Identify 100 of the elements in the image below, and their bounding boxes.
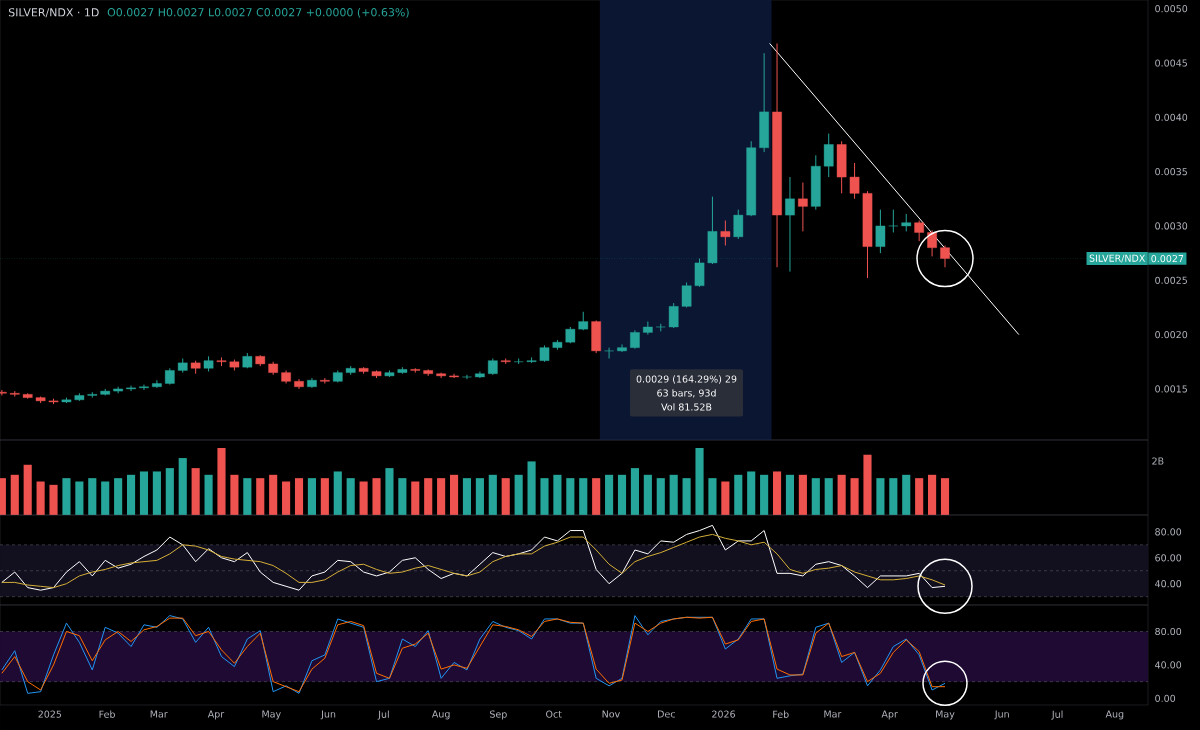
line-series	[1, 616, 946, 693]
bar	[617, 474, 627, 515]
annotation: Vol 81.52B	[661, 403, 712, 411]
y-tick-label: 40.00	[1155, 580, 1182, 588]
bar	[889, 478, 898, 515]
bar	[191, 468, 200, 515]
bar	[772, 471, 782, 515]
candlestick	[875, 209, 886, 254]
x-tick-label: Mar	[150, 710, 168, 718]
annotation: 0.0027	[1151, 254, 1184, 263]
candlestick	[681, 281, 692, 308]
bar	[669, 474, 678, 515]
bar	[424, 478, 433, 515]
bar	[294, 478, 304, 515]
bar	[798, 474, 807, 515]
candlestick	[152, 379, 162, 389]
bar	[411, 481, 420, 515]
bar	[475, 478, 484, 515]
x-tick-label: Jun	[994, 710, 1009, 720]
candlestick	[604, 347, 614, 359]
bar	[346, 478, 355, 515]
x-tick-label: Oct	[546, 710, 562, 718]
bar	[178, 458, 187, 515]
x-tick-label: Feb	[99, 710, 115, 718]
x-tick-label: Jul	[1051, 710, 1063, 720]
bar	[385, 468, 394, 515]
candlestick	[914, 220, 924, 242]
x-tick-label: May	[936, 710, 955, 720]
bar	[863, 454, 872, 515]
y-tick-label: 0.0045	[1155, 59, 1187, 67]
y-tick-label: 0.0030	[1155, 222, 1188, 230]
bar	[579, 478, 588, 515]
x-tick-label: Apr	[207, 710, 225, 720]
bar	[126, 474, 136, 515]
bar	[734, 474, 743, 515]
y-tick-label: 0.0015	[1155, 385, 1187, 393]
y-tick-label: 60.00	[1155, 554, 1182, 562]
candlestick	[630, 329, 640, 350]
bar	[333, 471, 342, 515]
candlestick	[888, 209, 899, 233]
y-tick-label: 0.0025	[1155, 276, 1187, 284]
bar	[928, 474, 937, 515]
bar	[217, 448, 226, 515]
x-tick-label: Apr	[881, 710, 898, 720]
x-tick-label: May	[262, 710, 281, 720]
x-tick-label: Jun	[320, 710, 336, 720]
bar	[256, 478, 265, 515]
text: SILVER/NDX · 1D	[8, 8, 99, 18]
x-tick-label: Feb	[773, 710, 789, 718]
candlestick	[798, 182, 808, 232]
bar	[437, 478, 446, 515]
bar	[915, 478, 924, 515]
x-tick-label: Aug	[1105, 710, 1124, 720]
bar	[566, 478, 575, 515]
bar	[721, 481, 730, 515]
y-tick-label: 80.00	[1155, 627, 1182, 636]
candlestick	[720, 220, 731, 247]
bar	[462, 478, 472, 515]
bar	[49, 484, 58, 515]
x-tick-label: Aug	[431, 710, 450, 720]
x-tick-label: Mar	[824, 710, 842, 718]
bar	[307, 478, 316, 515]
bar	[514, 474, 523, 515]
bar	[837, 474, 846, 515]
x-tick-label: Sep	[490, 710, 507, 720]
bar	[902, 474, 911, 515]
x-tick-label: Jul	[377, 710, 389, 720]
bar	[398, 478, 407, 515]
annotation: 0.0029 (164.29%) 29	[636, 375, 737, 384]
x-tick-label: 2026	[712, 710, 735, 718]
ref-line-label: SILVER/NDX	[1089, 254, 1146, 263]
candlestick	[139, 384, 149, 391]
y-tick-label: 0.0050	[1155, 5, 1188, 13]
x-tick-label: 2025	[38, 710, 62, 718]
bar	[269, 474, 278, 515]
bar	[139, 471, 149, 515]
candlestick	[694, 258, 705, 288]
bar	[643, 474, 652, 515]
y-tick-label: 0.0035	[1155, 168, 1187, 176]
bar	[850, 478, 859, 515]
bar	[708, 478, 717, 515]
bar	[695, 448, 704, 515]
candlestick	[927, 229, 937, 257]
bar	[876, 478, 885, 515]
bar	[36, 481, 45, 515]
bar	[682, 478, 691, 515]
text: O0.0027 H0.0027 L0.0027 C0.0027 +0.0000 (+0.63%)	[107, 7, 409, 18]
bar	[320, 478, 329, 515]
bar	[940, 478, 950, 515]
candlestick	[733, 209, 744, 240]
bar	[540, 478, 549, 515]
bar	[101, 481, 110, 515]
bar	[282, 481, 291, 515]
y-tick-label: 0.00	[1155, 694, 1176, 702]
bar	[785, 474, 795, 515]
bar	[656, 478, 665, 515]
bar	[152, 471, 161, 515]
bar	[592, 478, 601, 515]
bar	[527, 461, 536, 515]
text: 2B	[1152, 457, 1164, 465]
